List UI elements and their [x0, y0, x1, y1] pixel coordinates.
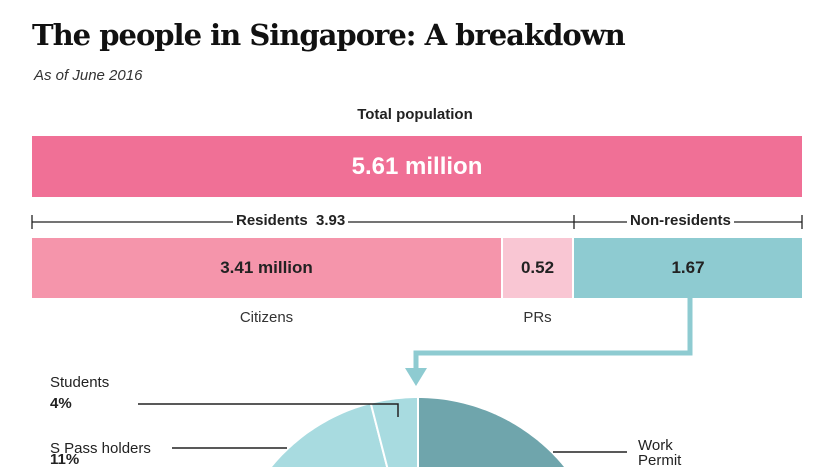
- pie-slice-spass: [268, 401, 389, 468]
- nonresidents-bar: 1.67: [574, 238, 802, 298]
- students-label: Students: [50, 374, 110, 391]
- residents-bracket-label: Residents 3.93: [233, 212, 349, 229]
- chart-title: The people in Singapore: A breakdown: [32, 18, 626, 52]
- residents-label: Residents: [236, 212, 308, 229]
- total-population-bar: 5.61 million: [32, 136, 802, 197]
- citizens-label: Citizens: [239, 309, 294, 326]
- prs-bar: 0.52: [503, 238, 572, 298]
- nonresidents-value: 1.67: [671, 258, 705, 277]
- nonresidents-bracket-label: Non-residents: [627, 212, 734, 229]
- arrow-down-icon: [405, 368, 427, 386]
- workpermit-label-line1: Work: [638, 437, 673, 454]
- pie-slice-work-permit: [417, 396, 568, 468]
- total-population-value: 5.61 million: [351, 152, 483, 180]
- students-leader-line: [138, 403, 399, 417]
- spass-value: 11%: [50, 451, 80, 468]
- pie-slice-students: [369, 396, 419, 468]
- residents-value: 3.93: [316, 212, 346, 229]
- citizens-value: 3.41 million: [220, 258, 313, 277]
- citizens-bar: 3.41 million: [32, 238, 501, 298]
- pie-chart: [268, 396, 568, 468]
- workpermit-label-line2: Permit: [638, 452, 682, 469]
- chart-subtitle: As of June 2016: [34, 67, 143, 84]
- spass-label: S Pass holders: [50, 440, 151, 457]
- students-value: 4%: [50, 395, 72, 412]
- prs-value: 0.52: [520, 258, 555, 277]
- prs-label: PRs: [523, 309, 552, 326]
- total-population-label: Total population: [357, 106, 473, 123]
- connector-line: [413, 298, 693, 372]
